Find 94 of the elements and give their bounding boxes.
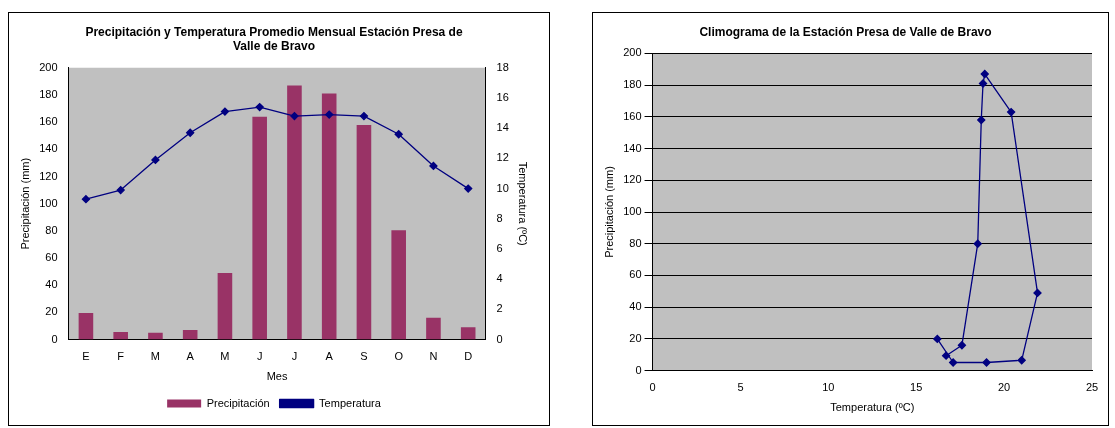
- bar: [356, 124, 372, 340]
- y-tick-label: 40: [629, 300, 642, 313]
- point: [948, 358, 958, 367]
- x-tick-label: 5: [737, 381, 744, 394]
- point: [977, 115, 986, 125]
- point: [151, 155, 160, 165]
- bar: [113, 331, 128, 340]
- y2-tick-label: 14: [496, 121, 509, 134]
- y-tick-label: 0: [635, 363, 642, 376]
- point: [220, 107, 230, 116]
- x-tick-label: N: [429, 350, 438, 363]
- bar: [78, 312, 94, 340]
- x-tick-label: O: [394, 350, 404, 363]
- bar: [460, 327, 476, 340]
- x-tick-label: J: [256, 350, 263, 363]
- y-tick-label: 0: [51, 332, 58, 345]
- x-tick-label: 10: [822, 381, 835, 394]
- x-tick-label: 15: [910, 381, 923, 394]
- x-tick-label: M: [220, 350, 230, 363]
- y2-axis-title: Temperatura (ºC): [517, 161, 530, 246]
- bar: [321, 93, 337, 340]
- x-tick-label: E: [82, 350, 90, 363]
- bar: [391, 230, 406, 340]
- bar: [426, 317, 441, 340]
- point: [933, 334, 942, 344]
- legend-label: Precipitación: [206, 396, 270, 409]
- bar: [217, 273, 233, 340]
- y2-tick-label: 2: [496, 302, 503, 315]
- point: [1017, 356, 1026, 365]
- point: [359, 111, 369, 121]
- point: [429, 161, 438, 171]
- chart-title: Precipitación y Temperatura Promedio Mensual Estación Presa de Valle de Bravo: [85, 24, 463, 53]
- bar: [182, 330, 198, 340]
- y-tick-label: 200: [623, 46, 642, 59]
- point: [81, 195, 91, 204]
- legend-label: Temperatura: [319, 396, 382, 409]
- y-tick-label: 160: [39, 115, 58, 128]
- x-tick-label: J: [291, 350, 298, 363]
- point: [1006, 107, 1016, 117]
- y2-tick-label: 6: [496, 242, 503, 255]
- y-tick-label: 160: [623, 109, 642, 122]
- point: [957, 341, 967, 350]
- y-axis-title: Precipitación (mm): [602, 166, 615, 258]
- bar: [252, 116, 267, 340]
- point: [290, 111, 299, 121]
- point: [186, 128, 195, 137]
- y-tick-label: 40: [45, 278, 58, 291]
- x-axis-title: Temperatura (ºC): [830, 401, 915, 414]
- chart-title: Climograma de la Estación Presa de Valle de Bravo: [699, 24, 992, 39]
- point: [394, 130, 403, 139]
- x-axis-title: Mes: [266, 370, 288, 383]
- x-tick-label: 25: [1085, 381, 1099, 394]
- x-tick-label: F: [117, 350, 125, 363]
- y-tick-label: 20: [45, 305, 58, 318]
- y-tick-label: 200: [39, 60, 58, 73]
- y-tick-label: 180: [623, 78, 642, 91]
- point: [325, 110, 334, 119]
- y-tick-label: 120: [623, 173, 642, 186]
- bar: [287, 85, 302, 340]
- point: [982, 358, 991, 367]
- x-tick-label: 0: [649, 381, 656, 394]
- y-tick-label: 180: [39, 88, 58, 101]
- y2-tick-label: 4: [496, 272, 503, 285]
- point: [973, 239, 982, 248]
- y2-tick-label: 10: [496, 181, 509, 194]
- point: [1033, 288, 1042, 298]
- y-tick-label: 80: [629, 236, 642, 249]
- y-axis-title: Precipitación (mm): [18, 157, 31, 250]
- y2-tick-label: 16: [496, 91, 509, 104]
- point: [980, 69, 989, 79]
- y-tick-label: 60: [629, 268, 642, 281]
- y-tick-label: 20: [629, 331, 642, 344]
- x-tick-label: S: [360, 350, 368, 363]
- y-tick-label: 80: [45, 223, 58, 236]
- y-tick-label: 100: [623, 205, 642, 218]
- y2-tick-label: 0: [496, 332, 503, 345]
- y2-tick-label: 12: [496, 151, 509, 164]
- x-tick-label: D: [464, 350, 473, 363]
- point: [116, 185, 125, 195]
- y-tick-label: 60: [45, 251, 58, 264]
- point: [464, 184, 473, 193]
- y-tick-label: 140: [623, 141, 642, 154]
- x-tick-label: A: [186, 350, 195, 363]
- x-tick-label: 20: [997, 381, 1011, 394]
- x-tick-label: M: [150, 350, 161, 363]
- y2-tick-label: 8: [496, 211, 503, 224]
- y-tick-label: 100: [39, 196, 58, 209]
- y-tick-label: 120: [39, 169, 58, 182]
- y-tick-label: 140: [39, 142, 58, 155]
- point: [941, 351, 951, 360]
- y2-tick-label: 18: [496, 60, 509, 73]
- x-tick-label: A: [325, 350, 334, 363]
- point: [255, 102, 264, 112]
- bar: [148, 332, 163, 340]
